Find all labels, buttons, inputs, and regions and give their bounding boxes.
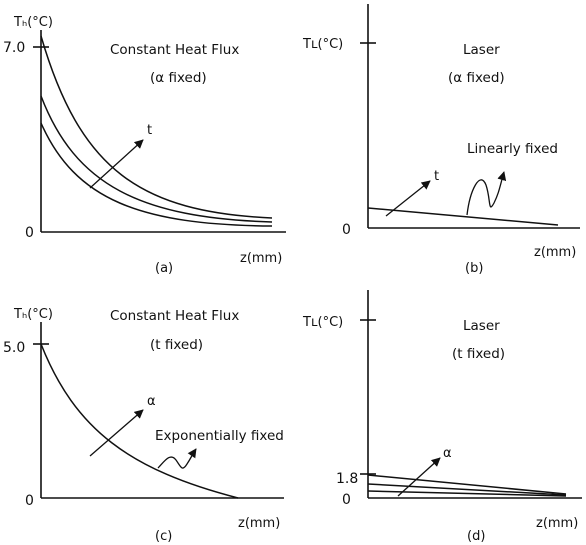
- panel-c-y-label: Tₕ(°C): [13, 307, 53, 322]
- panel-d-title: Laser: [463, 318, 500, 334]
- panel-d-param-arrow: [398, 458, 440, 496]
- panel-a-y-label: Tₕ(°C): [13, 15, 53, 30]
- panel-c-subtitle: (t fixed): [150, 337, 203, 353]
- panel-b-note-squiggle: [467, 172, 504, 215]
- panel-b-y-label: Tʟ(°C): [302, 37, 343, 52]
- panel-a: Tₕ(°C) 7.0 0 z(mm) Constant Heat Flux (α…: [3, 15, 286, 276]
- panel-a-curve-2: [41, 96, 272, 222]
- panel-b-param-label: t: [434, 169, 439, 184]
- panel-a-zero: 0: [25, 225, 34, 241]
- panel-d-subtitle: (t fixed): [452, 346, 505, 362]
- panel-a-caption: (a): [155, 261, 173, 276]
- panel-a-x-label: z(mm): [240, 251, 282, 266]
- panel-a-curve-3: [41, 123, 272, 226]
- panel-b-note: Linearly fixed: [467, 141, 558, 157]
- panel-d-y-label: Tʟ(°C): [302, 315, 343, 330]
- panel-b-line: [368, 208, 558, 225]
- panel-b: Tʟ(°C) 0 z(mm) Laser (α fixed) t Linearl…: [302, 4, 580, 276]
- panel-a-y-tick: 7.0: [3, 40, 25, 56]
- panel-c: Tₕ(°C) 5.0 0 z(mm) Constant Heat Flux (t…: [3, 307, 284, 544]
- panel-c-x-label: z(mm): [238, 516, 280, 531]
- panel-a-subtitle: (α fixed): [150, 70, 207, 86]
- panel-c-title: Constant Heat Flux: [110, 308, 239, 324]
- panel-b-zero: 0: [342, 222, 351, 238]
- panel-b-subtitle: (α fixed): [448, 70, 505, 86]
- panel-d-y-tick: 1.8: [336, 471, 358, 487]
- panel-a-param-arrow: [90, 140, 143, 188]
- panel-b-title: Laser: [463, 42, 500, 58]
- panel-d-x-label: z(mm): [536, 516, 578, 531]
- panel-a-title: Constant Heat Flux: [110, 42, 239, 58]
- panel-a-param-label: t: [147, 123, 152, 138]
- panel-c-param-label: α: [147, 394, 156, 409]
- panel-c-caption: (c): [155, 529, 172, 544]
- panel-c-y-tick: 5.0: [3, 340, 25, 356]
- panel-d-caption: (d): [467, 529, 485, 544]
- panel-c-note-squiggle: [158, 449, 196, 468]
- panel-a-curve-1: [41, 36, 272, 218]
- panel-b-param-arrow: [386, 181, 430, 216]
- panel-b-x-label: z(mm): [534, 245, 576, 260]
- panel-d-param-label: α: [443, 446, 452, 461]
- panel-c-note: Exponentially fixed: [155, 428, 284, 444]
- panel-c-param-arrow: [90, 410, 143, 456]
- panel-c-zero: 0: [25, 493, 34, 509]
- panel-b-caption: (b): [465, 261, 483, 276]
- panel-d-zero: 0: [342, 492, 351, 508]
- panel-d: Tʟ(°C) 1.8 0 z(mm) Laser (t fixed) α (d): [302, 290, 582, 544]
- panel-c-curve: [41, 344, 238, 498]
